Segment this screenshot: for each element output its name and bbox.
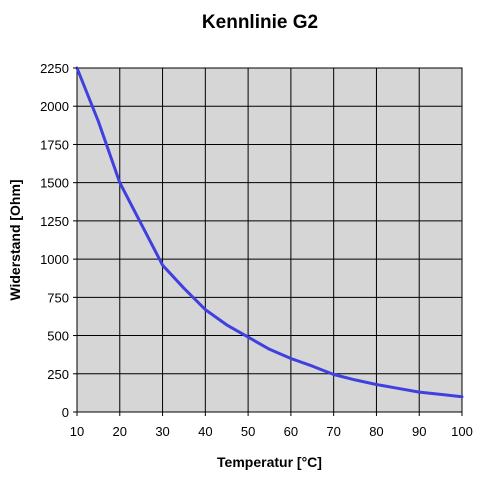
x-tick-label: 80 bbox=[369, 424, 383, 439]
chart-title: Kennlinie G2 bbox=[202, 12, 318, 33]
x-tick-label: 10 bbox=[70, 424, 84, 439]
y-tick-label: 250 bbox=[47, 367, 69, 382]
y-tick-label: 750 bbox=[47, 290, 69, 305]
y-tick-label: 2250 bbox=[40, 61, 69, 76]
x-tick-label: 100 bbox=[451, 424, 473, 439]
x-tick-label: 20 bbox=[113, 424, 127, 439]
y-tick-label: 1750 bbox=[40, 137, 69, 152]
x-tick-label: 30 bbox=[155, 424, 169, 439]
x-axis-ticks: 10 20 30 40 50 60 70 80 90 100 bbox=[70, 412, 473, 439]
y-tick-label: 500 bbox=[47, 329, 69, 344]
y-tick-label: 1500 bbox=[40, 176, 69, 191]
x-tick-label: 40 bbox=[198, 424, 212, 439]
x-tick-label: 50 bbox=[241, 424, 255, 439]
y-axis-label: Widerstand [Ohm] bbox=[7, 179, 23, 300]
series-layer bbox=[75, 66, 464, 399]
series-line-1 bbox=[75, 66, 464, 399]
y-tick-label: 2000 bbox=[40, 99, 69, 114]
plot-area bbox=[76, 67, 463, 413]
x-tick-label: 90 bbox=[412, 424, 426, 439]
x-tick-label: 60 bbox=[284, 424, 298, 439]
y-tick-label: 1250 bbox=[40, 214, 69, 229]
x-tick-label: 70 bbox=[326, 424, 340, 439]
y-tick-label: 0 bbox=[62, 405, 69, 420]
x-axis-label: Temperatur [°C] bbox=[217, 454, 322, 470]
y-tick-label: 1000 bbox=[40, 252, 69, 267]
grid bbox=[76, 67, 463, 413]
y-axis-ticks: 0 250 500 750 1000 1250 1500 1750 2000 2250 bbox=[40, 61, 77, 420]
